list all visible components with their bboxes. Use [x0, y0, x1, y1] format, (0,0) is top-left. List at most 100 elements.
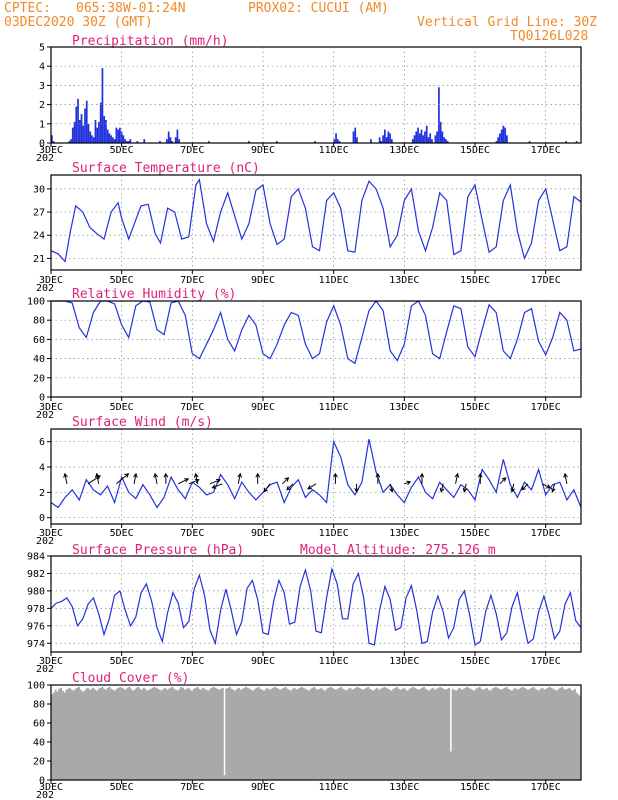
- precip-bar: [105, 119, 107, 143]
- cloud-bar: [83, 690, 86, 780]
- cloud-bar: [295, 689, 298, 780]
- cloud-bar: [570, 689, 573, 780]
- wind-arrow: [282, 477, 289, 485]
- wind-arrow: [133, 473, 137, 484]
- x-tick-label: 3DEC: [39, 656, 63, 667]
- cloud-bar: [207, 690, 210, 780]
- panel-title: Surface Wind (m/s): [72, 415, 213, 430]
- x-tick-label: 11DEC: [319, 528, 349, 539]
- x-tick-label: 5DEC: [110, 782, 134, 793]
- cloud-bar: [191, 690, 194, 780]
- cloud-bar: [126, 687, 129, 780]
- wind-arrow-head: [255, 472, 261, 478]
- cloud-bar: [530, 687, 533, 780]
- cloud-bar: [572, 690, 575, 780]
- cloud-bar: [577, 694, 580, 780]
- cloud-bar: [519, 687, 523, 780]
- wind-arrow-head: [163, 472, 169, 478]
- y-tick-label: 80: [33, 700, 45, 711]
- wind-arrow: [286, 483, 294, 491]
- precip-bar: [380, 141, 383, 143]
- cloud-bar: [248, 688, 251, 780]
- cloud-bar: [239, 689, 242, 780]
- cloud-bar: [536, 689, 539, 780]
- cloud-bar: [90, 688, 93, 780]
- cloud-bar: [94, 689, 97, 780]
- cloud-bar: [250, 689, 253, 780]
- panel-pres: Surface Pressure (hPa) Model Altitude: 27…: [27, 543, 582, 675]
- wind-arrow-head: [95, 472, 100, 478]
- cloud-bar: [65, 689, 68, 780]
- y-tick-label: 6: [39, 437, 45, 448]
- cloud-bar: [205, 689, 208, 780]
- cloud-bar: [153, 686, 156, 780]
- header-grid-note: Vertical Grid Line: 30Z: [417, 15, 597, 30]
- precip-bar: [502, 125, 505, 143]
- precip-bar: [178, 139, 181, 143]
- cloud-bar: [158, 689, 161, 780]
- cloud-bar: [297, 688, 300, 780]
- y-tick-label: 60: [33, 335, 45, 346]
- cloud-bar: [370, 689, 373, 780]
- precip-bar: [127, 141, 130, 143]
- cloud-bar: [263, 690, 266, 780]
- wind-arrow-head: [215, 478, 221, 484]
- precip-bar: [96, 127, 99, 143]
- cloud-bar: [507, 688, 510, 780]
- cloud-bar: [575, 692, 578, 780]
- precip-bar: [124, 139, 126, 143]
- cloud-bar: [160, 690, 163, 780]
- y-tick-label: 0: [39, 776, 45, 787]
- wind-arrow-head: [563, 472, 568, 478]
- x-tick-label: 3DEC: [39, 145, 63, 156]
- panel-title: Surface Temperature (nC): [72, 161, 260, 176]
- x-tick-label: 13DEC: [389, 656, 419, 667]
- panel-precip: Precipitation (mm/h) 0 1 2 3 4 5 3DEC 5DEC 7DEC 9D…: [36, 34, 582, 164]
- cloud-bar: [406, 690, 409, 780]
- precip-bar: [143, 139, 146, 143]
- precip-bar: [333, 139, 336, 143]
- cloud-bar: [232, 689, 235, 780]
- cloud-bar: [236, 688, 239, 780]
- cloud-bar: [449, 751, 452, 780]
- cloud-bar: [483, 688, 487, 780]
- cloud-bar: [446, 688, 449, 780]
- cloud-bar: [185, 688, 188, 780]
- cloud-bar: [408, 688, 411, 780]
- precip-bar: [80, 114, 83, 143]
- cloud-bar: [176, 690, 179, 780]
- cloud-bar: [448, 687, 451, 780]
- cloud-bar: [487, 689, 490, 780]
- y-tick-label: 60: [33, 719, 45, 730]
- cloud-bar: [104, 689, 107, 780]
- precip-bar: [174, 137, 177, 143]
- cloud-bar: [291, 688, 294, 780]
- cloud-bar: [464, 687, 467, 780]
- cloud-bar: [546, 687, 549, 780]
- panel-frame: [50, 684, 582, 781]
- y-tick-label: 4: [39, 463, 45, 474]
- cloud-bar: [351, 689, 354, 780]
- precip-bar: [385, 137, 388, 143]
- y-tick-label: 80: [33, 316, 45, 327]
- cloud-bar: [455, 690, 458, 780]
- cloud-bar: [394, 687, 397, 780]
- cloud-bar: [273, 686, 276, 780]
- x-tick-label: 11DEC: [319, 275, 349, 286]
- precip-bar: [500, 129, 503, 143]
- cloud-bar: [108, 686, 111, 780]
- panel-frame: [50, 428, 582, 525]
- cloud-bar: [218, 689, 221, 780]
- cloud-bar: [284, 686, 287, 780]
- cloud-bar: [227, 687, 230, 780]
- cloud-bar: [51, 694, 54, 780]
- cloud-bar: [121, 687, 124, 780]
- x-tick-label: 17DEC: [531, 656, 561, 667]
- cloud-bar: [361, 689, 364, 780]
- wind-arrow-head: [546, 484, 552, 489]
- cloud-bar: [356, 686, 359, 780]
- x-tick-label: 15DEC: [460, 656, 490, 667]
- wind-arrow: [511, 483, 515, 492]
- precip-bar: [378, 137, 381, 143]
- cloud-bar: [68, 687, 72, 780]
